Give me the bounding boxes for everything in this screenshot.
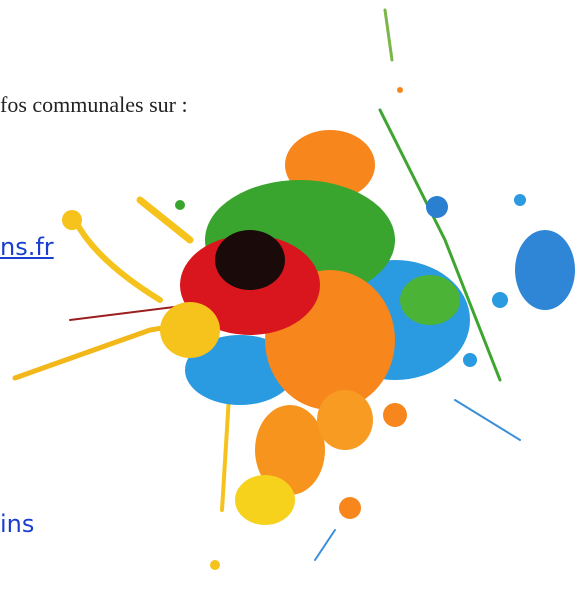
drop — [492, 292, 508, 308]
drop — [339, 497, 361, 519]
blob — [255, 405, 325, 495]
blob — [515, 230, 575, 310]
drop — [426, 196, 448, 218]
blob — [317, 390, 373, 450]
streak — [136, 196, 194, 244]
splash-blobs — [62, 87, 575, 570]
drop — [383, 403, 407, 427]
drop — [397, 87, 403, 93]
paragraph-text: fos communales sur : — [0, 92, 188, 117]
drop — [463, 353, 477, 367]
drop — [210, 560, 220, 570]
blob — [215, 230, 285, 290]
streak — [454, 399, 521, 441]
drop — [514, 194, 526, 206]
streak — [314, 529, 336, 561]
streak — [383, 8, 394, 62]
link[interactable]: ns.fr — [0, 233, 54, 261]
blob — [160, 302, 220, 358]
drop — [62, 210, 82, 230]
streak — [72, 217, 163, 303]
streak — [378, 108, 502, 382]
link-text[interactable]: ins — [0, 510, 35, 538]
blob — [400, 275, 460, 325]
blob — [235, 475, 295, 525]
drop — [175, 200, 185, 210]
